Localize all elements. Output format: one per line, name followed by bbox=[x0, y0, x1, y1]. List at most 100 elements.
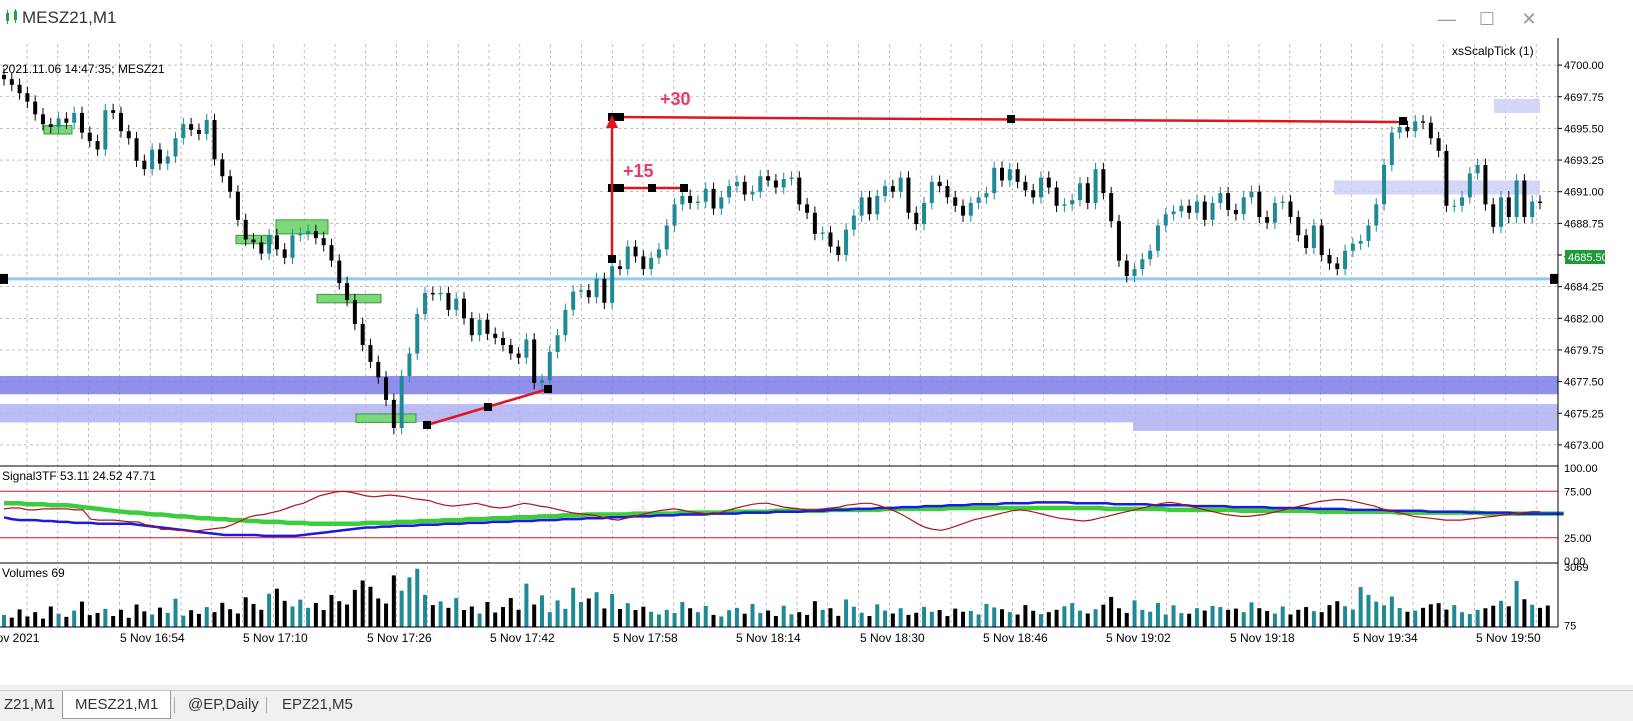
minimize-button[interactable]: — bbox=[1438, 9, 1456, 29]
candle bbox=[1194, 201, 1199, 213]
tab-mesz21-m1[interactable]: MESZ21,M1 bbox=[62, 691, 172, 719]
trend-handle-1[interactable] bbox=[484, 403, 492, 411]
candle bbox=[1538, 201, 1542, 203]
trend-handle-2[interactable] bbox=[544, 385, 552, 393]
candle bbox=[1405, 126, 1410, 132]
volume-bar bbox=[181, 615, 186, 627]
volume-bar bbox=[820, 609, 825, 627]
volume-bar bbox=[1538, 607, 1542, 627]
volume-bar bbox=[898, 608, 903, 627]
tab-z21-m1[interactable]: Z21,M1 bbox=[4, 696, 55, 713]
volume-bar bbox=[306, 607, 311, 627]
volume-bar bbox=[33, 612, 38, 627]
chart-canvas[interactable]: 100.00 75.00 25.00 0.00 Signal3TF 53.11 24.5… bbox=[0, 38, 1633, 685]
volume-bar bbox=[1000, 609, 1005, 627]
volume-bar bbox=[118, 609, 123, 627]
volume-bar bbox=[212, 612, 217, 627]
maximize-button[interactable]: ☐ bbox=[1478, 9, 1496, 29]
trend-handle-0[interactable] bbox=[423, 421, 431, 429]
volume-bar bbox=[773, 616, 778, 627]
candle bbox=[836, 246, 841, 255]
candle bbox=[33, 101, 38, 115]
plus30-handle-3[interactable] bbox=[1399, 117, 1407, 125]
candle bbox=[797, 177, 802, 205]
volume-bar bbox=[1265, 610, 1270, 627]
volume-bar bbox=[1062, 606, 1067, 627]
candle bbox=[415, 314, 420, 354]
volume-bar bbox=[446, 607, 451, 627]
plus15-handle-1[interactable] bbox=[616, 184, 624, 192]
candle bbox=[805, 204, 810, 213]
drawings[interactable] bbox=[423, 113, 1407, 429]
volume-bar bbox=[1327, 605, 1332, 627]
volume-bar bbox=[1475, 609, 1480, 627]
volume-bar bbox=[391, 575, 396, 627]
candle bbox=[828, 232, 833, 247]
volume-bar bbox=[547, 612, 552, 627]
candle bbox=[812, 212, 817, 234]
window-titlebar: MESZ21,M1 — ☐ ✕ bbox=[0, 0, 1633, 39]
candle bbox=[493, 333, 498, 338]
candle bbox=[165, 156, 170, 164]
volume-bar bbox=[1171, 605, 1176, 627]
candle bbox=[508, 345, 513, 354]
plus15-handle-2[interactable] bbox=[648, 184, 656, 192]
volume-bar bbox=[929, 611, 934, 627]
chart-area[interactable]: 100.00 75.00 25.00 0.00 Signal3TF 53.11 24.5… bbox=[0, 38, 1633, 685]
volume-bar bbox=[766, 610, 771, 627]
volume-bar bbox=[126, 617, 131, 627]
measure-handle-bottom[interactable] bbox=[608, 255, 616, 263]
level-handle-left bbox=[0, 273, 8, 284]
volume-bar bbox=[1350, 609, 1355, 627]
volume-bar bbox=[1405, 611, 1410, 627]
candle bbox=[734, 181, 739, 187]
volume-bar bbox=[1226, 609, 1231, 627]
candle bbox=[1218, 193, 1223, 203]
candle bbox=[454, 298, 459, 310]
volume-bar bbox=[1046, 612, 1051, 627]
green-box-2 bbox=[275, 219, 329, 235]
volume-bar bbox=[664, 609, 669, 627]
price-label-10: 4677.50 bbox=[1564, 377, 1604, 389]
volume-bar bbox=[851, 606, 856, 627]
candle bbox=[1304, 235, 1309, 248]
candle bbox=[781, 179, 786, 188]
signal-tick-1: 75.00 bbox=[1564, 486, 1592, 498]
candle bbox=[539, 380, 544, 384]
plus15-handle-3[interactable] bbox=[680, 184, 688, 192]
volume-bar bbox=[1382, 605, 1387, 627]
volume-bar bbox=[516, 609, 521, 627]
volume-bar bbox=[1374, 601, 1379, 627]
volume-bar bbox=[1452, 605, 1457, 627]
tab-epz21-m5[interactable]: EPZ21,M5 bbox=[282, 696, 353, 713]
plus30-handle-1[interactable] bbox=[616, 113, 624, 121]
volume-bar bbox=[469, 606, 474, 627]
candle bbox=[898, 177, 903, 192]
timestamp-label: 2021.11.06 14:47:35; MESZ21 bbox=[2, 62, 165, 76]
candle bbox=[789, 177, 794, 180]
volume-bar bbox=[1460, 612, 1465, 627]
green-box-4 bbox=[355, 413, 417, 423]
candle bbox=[72, 112, 77, 123]
volume-bar bbox=[1085, 613, 1090, 627]
volume-bar bbox=[1514, 580, 1519, 627]
tab-ep-daily[interactable]: @EP,Daily bbox=[188, 696, 259, 713]
volume-bar bbox=[1491, 605, 1496, 627]
candle bbox=[118, 112, 123, 132]
candle bbox=[773, 180, 778, 188]
volume-bar bbox=[477, 613, 482, 627]
candle bbox=[1514, 180, 1519, 218]
volume-bar bbox=[539, 595, 544, 627]
volume-bar bbox=[1319, 612, 1324, 627]
candle bbox=[875, 195, 880, 215]
volume-bar bbox=[727, 610, 732, 627]
close-button[interactable]: ✕ bbox=[1521, 9, 1537, 29]
volume-bar bbox=[1272, 613, 1277, 627]
plus30-handle-2[interactable] bbox=[1007, 115, 1015, 123]
volume-bar bbox=[25, 616, 30, 627]
candle bbox=[56, 118, 61, 127]
volume-bar bbox=[789, 614, 794, 627]
volume-bar bbox=[532, 604, 537, 627]
candle bbox=[610, 266, 615, 303]
volume-bar bbox=[243, 597, 248, 627]
